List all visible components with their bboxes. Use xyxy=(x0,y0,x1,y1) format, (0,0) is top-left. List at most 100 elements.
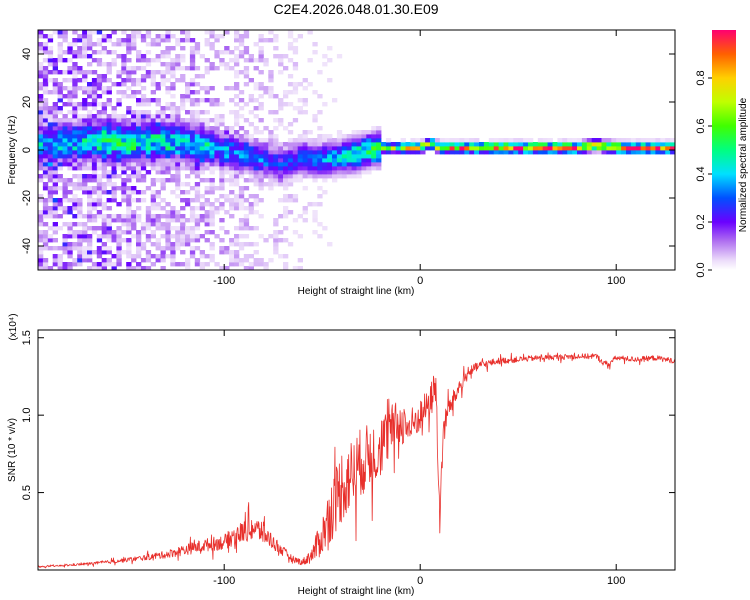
heatmap-cell xyxy=(611,142,617,147)
heatmap-cell xyxy=(273,162,279,167)
heatmap-cell xyxy=(185,110,191,115)
heatmap-cell xyxy=(155,98,161,103)
heatmap-cell xyxy=(194,66,201,71)
heatmap-cell xyxy=(52,150,58,155)
heatmap-cell xyxy=(91,158,98,163)
heatmap-cell xyxy=(292,230,299,235)
heatmap-cell xyxy=(189,66,196,71)
heatmap-cell xyxy=(503,146,509,151)
heatmap-cell xyxy=(307,202,313,207)
heatmap-cell xyxy=(116,138,122,143)
heatmap-cell xyxy=(131,162,137,167)
heatmap-cell xyxy=(557,138,563,143)
heatmap-cell xyxy=(361,166,367,171)
heatmap-cell xyxy=(518,150,524,155)
heatmap-cell xyxy=(145,206,152,211)
heatmap-cell xyxy=(52,86,58,91)
heatmap-cell xyxy=(57,142,63,147)
heatmap-cell xyxy=(155,158,161,163)
heatmap-cell xyxy=(268,30,274,35)
heatmap-cell xyxy=(479,142,485,147)
heatmap-cell xyxy=(234,94,240,99)
heatmap-cell xyxy=(317,202,323,207)
heatmap-cell xyxy=(62,78,68,83)
heatmap-cell xyxy=(150,158,156,163)
heatmap-cell xyxy=(155,82,161,87)
heatmap-cell xyxy=(376,166,382,171)
heatmap-cell xyxy=(87,154,93,159)
heatmap-cell xyxy=(96,58,103,63)
heatmap-cell xyxy=(234,114,240,119)
heatmap-cell xyxy=(454,146,460,151)
heatmap-cell xyxy=(42,246,49,251)
heatmap-cell xyxy=(248,110,254,115)
heatmap-cell xyxy=(67,122,73,127)
heatmap-cell xyxy=(116,74,122,79)
heatmap-cell xyxy=(224,198,230,203)
heatmap-cell xyxy=(175,214,181,219)
heatmap-cell xyxy=(376,130,382,135)
heatmap-cell xyxy=(278,106,284,111)
heatmap-cell xyxy=(62,142,68,147)
heatmap-cell xyxy=(82,114,88,119)
heatmap-cell xyxy=(82,162,88,167)
heatmap-cell xyxy=(488,138,495,143)
heatmap-cell xyxy=(263,90,269,95)
heatmap-cell xyxy=(356,158,362,163)
heatmap-cell xyxy=(87,234,93,239)
heatmap-cell xyxy=(38,46,44,51)
heatmap-cell xyxy=(577,150,583,155)
heatmap-cell xyxy=(42,146,49,151)
heatmap-cell xyxy=(62,38,68,43)
heatmap-cell xyxy=(165,146,171,151)
heatmap-cell xyxy=(140,230,147,235)
heatmap-cell xyxy=(170,106,176,111)
heatmap-cell xyxy=(189,230,196,235)
heatmap-cell xyxy=(91,190,98,195)
heatmap-cell xyxy=(175,242,181,247)
heatmap-cell xyxy=(209,166,215,171)
heatmap-cell xyxy=(77,158,83,163)
heatmap-cell xyxy=(219,118,225,123)
heatmap-cell xyxy=(194,146,201,151)
heatmap-cell xyxy=(96,74,103,79)
heatmap-cell xyxy=(238,226,245,231)
heatmap-cell xyxy=(72,186,78,191)
heatmap-cell xyxy=(278,158,284,163)
heatmap-cell xyxy=(238,90,245,95)
heatmap-cell xyxy=(87,142,93,147)
heatmap-cell xyxy=(253,226,259,231)
heatmap-cell xyxy=(297,82,303,87)
heatmap-cell xyxy=(283,262,289,267)
heatmap-cell xyxy=(273,138,279,143)
heatmap-cell xyxy=(131,142,137,147)
heatmap-cell xyxy=(72,174,78,179)
heatmap-cell xyxy=(287,30,294,35)
heatmap-cell xyxy=(111,254,117,259)
heatmap-cell xyxy=(199,126,205,131)
heatmap-cell xyxy=(91,58,98,63)
heatmap-cell xyxy=(307,130,313,135)
heatmap-cell xyxy=(160,158,166,163)
heatmap-cell xyxy=(62,114,68,119)
colorbar-tick-label: 0.8 xyxy=(695,70,707,85)
heatmap-cell xyxy=(77,250,83,255)
heatmap-cell xyxy=(371,138,377,143)
heatmap-cell xyxy=(126,158,132,163)
heatmap-cell xyxy=(356,166,362,171)
heatmap-cell xyxy=(346,142,352,147)
heatmap-cell xyxy=(47,58,54,63)
heatmap-cell xyxy=(82,250,88,255)
heatmap-cell xyxy=(82,74,88,79)
heatmap-cell xyxy=(62,50,68,55)
heatmap-cell xyxy=(101,166,107,171)
heatmap-cell xyxy=(155,222,161,227)
heatmap-cell xyxy=(101,130,107,135)
heatmap-cell xyxy=(155,238,161,243)
heatmap-cell xyxy=(62,194,68,199)
heatmap-cell xyxy=(47,238,54,243)
heatmap-cell xyxy=(62,122,68,127)
heatmap-cell xyxy=(238,142,245,147)
heatmap-cell xyxy=(322,134,328,139)
heatmap-cell xyxy=(131,254,137,259)
